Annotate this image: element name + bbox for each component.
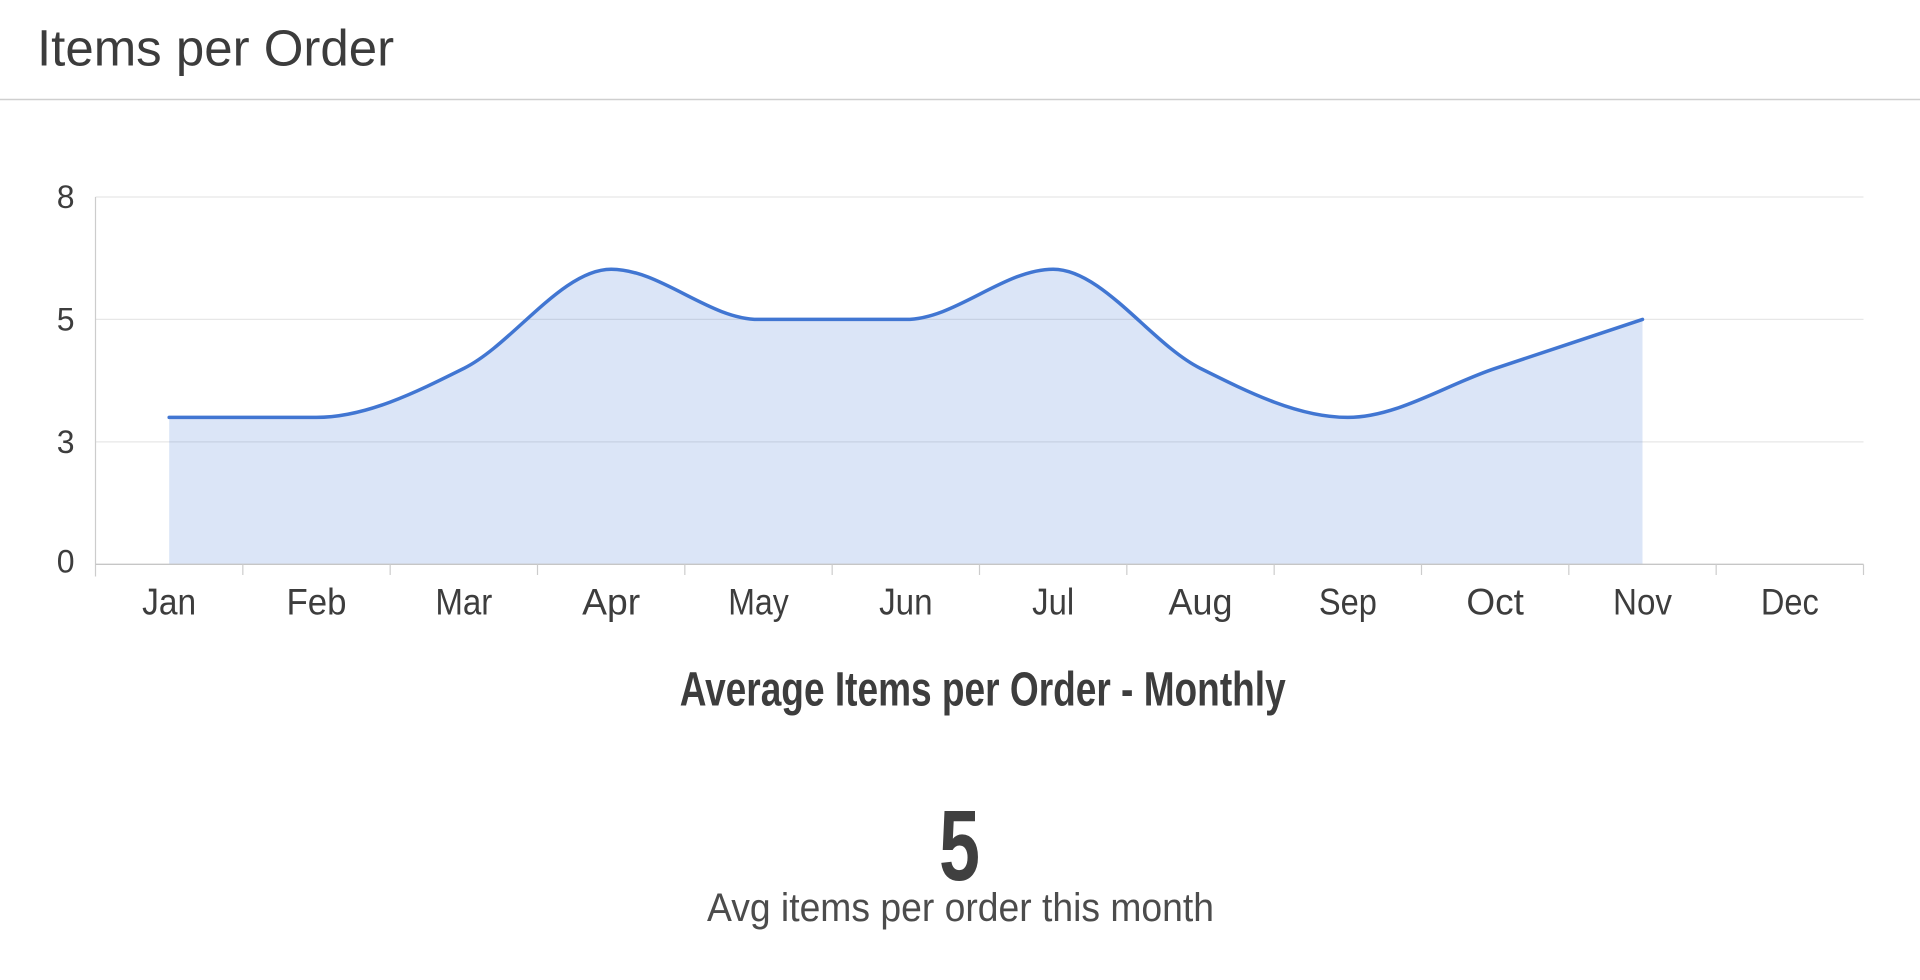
svg-text:Nov: Nov xyxy=(1613,582,1672,623)
svg-text:Feb: Feb xyxy=(287,582,347,623)
svg-text:Jul: Jul xyxy=(1032,582,1074,623)
svg-text:Jan: Jan xyxy=(142,582,196,623)
svg-text:Avg items per order this month: Avg items per order this month xyxy=(707,886,1214,930)
svg-text:Sep: Sep xyxy=(1319,582,1377,623)
svg-text:Mar: Mar xyxy=(435,582,492,623)
svg-text:3: 3 xyxy=(57,424,75,460)
svg-text:Apr: Apr xyxy=(582,582,640,623)
svg-text:Dec: Dec xyxy=(1761,582,1819,623)
svg-text:Average Items per Order - Mont: Average Items per Order - Monthly xyxy=(680,664,1286,717)
svg-text:0: 0 xyxy=(57,544,75,580)
svg-text:5: 5 xyxy=(57,301,75,337)
svg-text:May: May xyxy=(728,582,789,623)
svg-text:8: 8 xyxy=(57,179,75,215)
svg-text:Oct: Oct xyxy=(1466,582,1524,623)
svg-text:Items per Order: Items per Order xyxy=(37,19,394,76)
svg-text:Aug: Aug xyxy=(1169,582,1233,623)
svg-text:Jun: Jun xyxy=(879,582,933,623)
svg-text:5: 5 xyxy=(939,790,980,902)
